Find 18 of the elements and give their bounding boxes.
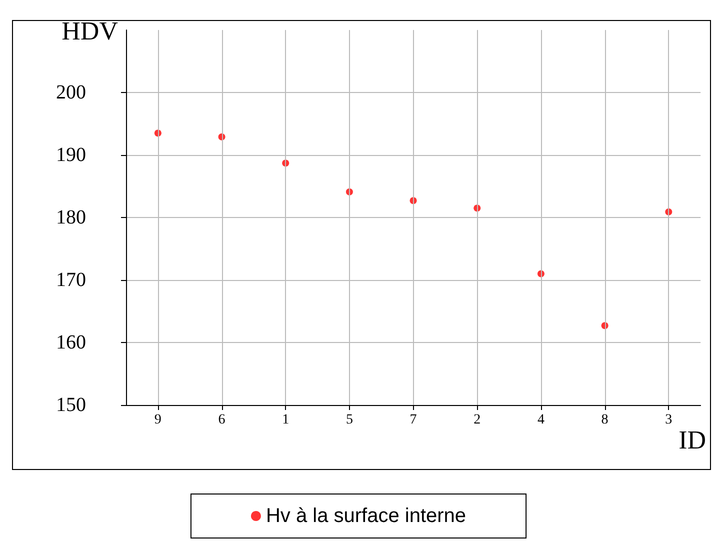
x-tick-label: 3 bbox=[665, 412, 672, 428]
y-tick-label: 190 bbox=[56, 144, 86, 166]
x-tick-label: 8 bbox=[601, 412, 608, 428]
y-tick-label: 180 bbox=[56, 206, 86, 228]
legend-label: Hv à la surface interne bbox=[266, 505, 466, 527]
y-tick-label: 160 bbox=[56, 332, 86, 354]
x-tick-label: 4 bbox=[537, 412, 544, 428]
x-tick-label: 1 bbox=[282, 412, 290, 428]
y-tick-label: 150 bbox=[56, 394, 86, 416]
x-tick-label: 6 bbox=[218, 412, 226, 428]
y-axis-title: HDV bbox=[62, 16, 118, 46]
x-tick-label: 5 bbox=[346, 412, 353, 428]
y-tick-label: 170 bbox=[56, 269, 86, 291]
x-axis-title: ID bbox=[678, 426, 706, 454]
y-tick-label: 200 bbox=[56, 82, 86, 104]
x-tick-label: 2 bbox=[474, 412, 481, 428]
x-tick-label: 9 bbox=[154, 412, 162, 428]
x-tick-label: 7 bbox=[410, 412, 417, 428]
